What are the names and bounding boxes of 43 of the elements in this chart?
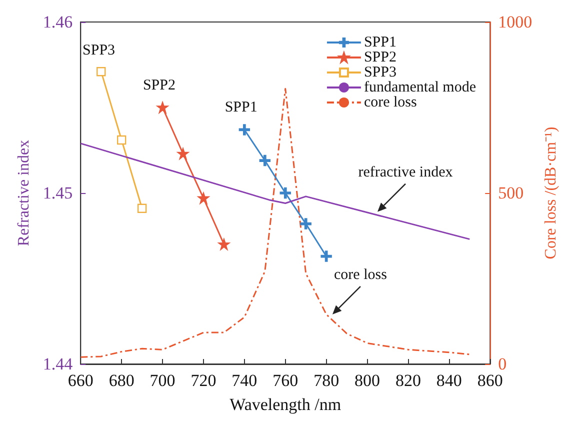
point: [96, 66, 106, 76]
point: [177, 148, 189, 160]
x-tick-label: 800: [354, 371, 380, 390]
point: [198, 192, 210, 204]
y-tick-label: 1.45: [42, 184, 73, 202]
annotation: refractive index: [358, 164, 454, 180]
legend-label: core loss: [364, 94, 418, 110]
x-axis-title: Wavelength /nm: [230, 395, 342, 414]
legend-label: SPP1: [364, 34, 396, 50]
x-tick-label: 820: [395, 371, 421, 390]
point: [156, 102, 168, 114]
text: SPP2: [142, 77, 176, 94]
x-tick-label: 660: [68, 371, 94, 390]
x-tick-label: 760: [272, 371, 298, 390]
point: [320, 250, 332, 262]
point: [238, 124, 250, 136]
legend-label: SPP3: [364, 64, 396, 80]
point: [280, 187, 291, 199]
legend-label: SPP2: [364, 50, 396, 66]
x-tick-label: 860: [477, 371, 503, 390]
point: [116, 135, 126, 145]
x-tick-label: 780: [314, 371, 340, 390]
y2-tick-label: 0: [498, 354, 507, 374]
y-tick-label: 1.46: [42, 12, 73, 32]
legend-label: fundamental mode: [364, 80, 476, 96]
point: [300, 218, 312, 230]
x-tick-label: 700: [150, 371, 176, 390]
point: [137, 204, 147, 213]
y-tick-label: 1.44: [42, 354, 74, 374]
x-tick-label: 840: [436, 371, 462, 390]
annotation: core loss: [334, 266, 388, 283]
x-tick-label: 680: [108, 371, 134, 390]
y2-axis-title: Core loss /(dB·cm⁻¹): [542, 126, 560, 260]
text: SPP1: [224, 100, 258, 116]
point: [259, 154, 270, 166]
x-tick-label: 720: [190, 371, 216, 390]
y2-tick-label: 500: [498, 184, 524, 202]
text: SPP3: [82, 42, 116, 58]
point: [218, 238, 230, 250]
x-tick-label: 740: [232, 371, 258, 390]
y-axis-title: Refractive index: [16, 140, 32, 246]
y2-tick-label: 1000: [498, 12, 532, 32]
line-series: [80, 142, 470, 240]
